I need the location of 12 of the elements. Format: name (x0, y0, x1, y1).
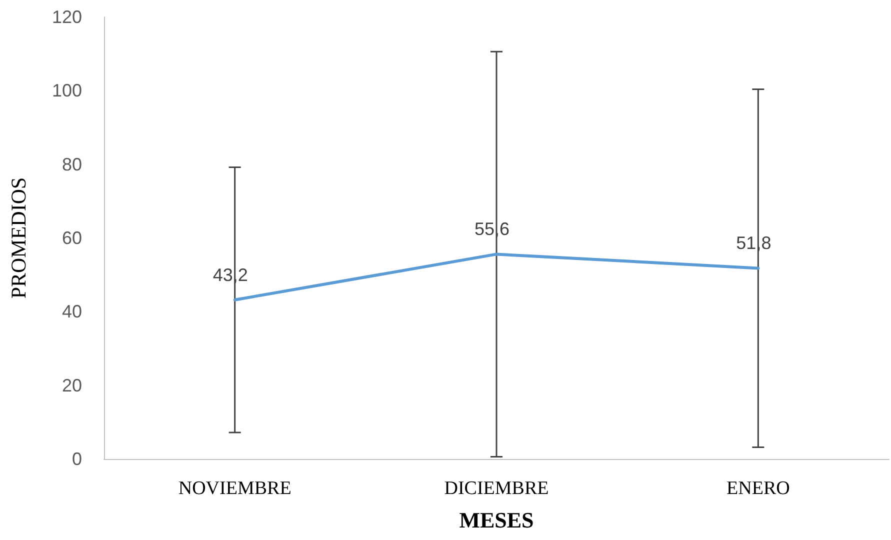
y-tick-label: 20 (62, 375, 82, 396)
y-tick-label: 120 (52, 7, 82, 27)
y-tick-label: 60 (62, 228, 82, 248)
y-tick-label: 80 (62, 154, 82, 174)
x-tick-label: ENERO (726, 478, 790, 499)
y-tick-label: 100 (52, 80, 82, 101)
y-axis-title: PROMEDIOS (6, 177, 30, 299)
y-tick-label: 0 (72, 449, 82, 469)
x-axis-title: MESES (459, 508, 534, 532)
y-tick-label: 40 (62, 302, 82, 322)
x-tick-label: NOVIEMBRE (178, 478, 292, 499)
x-tick-label: DICIEMBRE (444, 478, 549, 499)
